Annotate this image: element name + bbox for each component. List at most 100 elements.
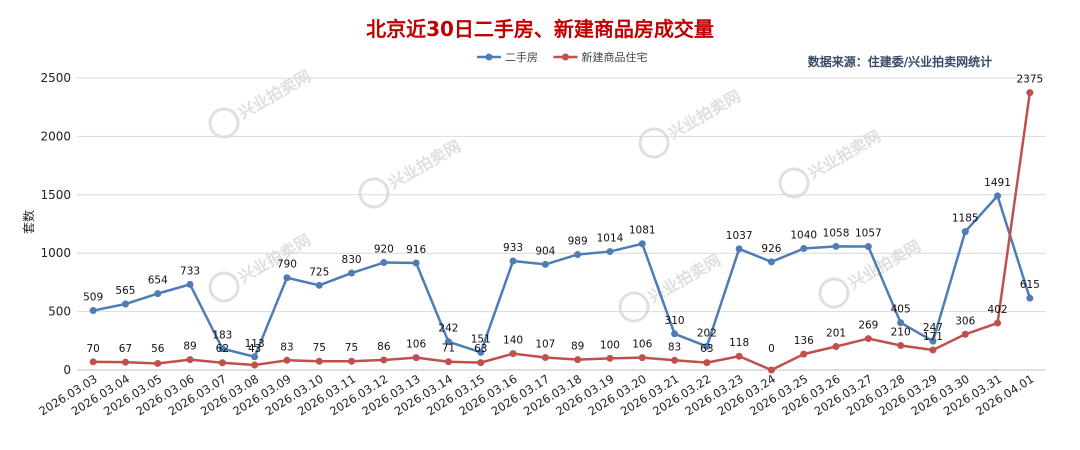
data-label: 1040 <box>790 230 817 242</box>
data-point <box>218 359 226 367</box>
data-point <box>412 259 420 267</box>
data-label: 242 <box>438 323 458 335</box>
data-label: 1037 <box>726 230 753 242</box>
watermark-logo <box>358 177 390 209</box>
data-point <box>444 338 452 346</box>
data-label: 989 <box>568 235 588 247</box>
legend-label: 新建商品住宅 <box>582 50 648 64</box>
data-point <box>218 345 226 353</box>
data-point <box>509 257 517 265</box>
data-label: 0 <box>768 343 775 355</box>
data-label: 210 <box>891 326 911 338</box>
y-tick-label: 2000 <box>40 129 71 143</box>
y-tick-label: 0 <box>63 363 71 377</box>
y-tick-label: 1000 <box>40 246 71 260</box>
data-point <box>154 290 162 298</box>
data-point <box>703 342 711 350</box>
data-label: 654 <box>148 275 168 287</box>
data-label: 247 <box>923 322 943 334</box>
data-label: 67 <box>119 343 132 355</box>
data-point <box>767 258 775 266</box>
data-point <box>89 307 97 315</box>
data-point <box>864 243 872 251</box>
data-label: 405 <box>891 304 911 316</box>
data-point <box>606 248 614 256</box>
y-axis-label: 套数 <box>21 210 36 234</box>
data-label: 83 <box>280 341 293 353</box>
data-label: 151 <box>471 333 491 345</box>
data-point <box>186 280 194 288</box>
data-point <box>251 353 259 361</box>
data-label: 725 <box>309 266 329 278</box>
data-label: 86 <box>377 341 391 353</box>
data-point <box>929 346 937 354</box>
data-label: 83 <box>668 341 681 353</box>
y-axis-ticks: 0 500 1000 1500 2000 2500 <box>40 71 71 377</box>
data-point <box>735 245 743 253</box>
data-point <box>638 354 646 362</box>
data-point <box>154 359 162 367</box>
legend-label: 二手房 <box>505 50 538 64</box>
data-point <box>671 330 679 338</box>
data-point <box>671 356 679 364</box>
data-point <box>283 356 291 364</box>
data-point <box>444 358 452 366</box>
data-point <box>541 260 549 268</box>
data-point <box>574 356 582 364</box>
data-point <box>574 250 582 258</box>
data-label: 509 <box>83 292 103 304</box>
data-label: 269 <box>858 320 878 332</box>
legend[interactable]: 二手房 新建商品住宅 <box>477 50 648 64</box>
data-label: 43 <box>248 343 261 355</box>
data-label: 733 <box>180 265 200 277</box>
data-point <box>283 274 291 282</box>
series-line <box>93 92 1032 372</box>
y-tick-label: 500 <box>48 305 71 319</box>
data-label: 1185 <box>952 213 979 225</box>
data-point <box>186 356 194 364</box>
series-layer <box>89 89 1034 374</box>
data-point <box>348 269 356 277</box>
data-point <box>994 319 1002 327</box>
data-label: 2375 <box>1016 74 1043 86</box>
data-point <box>800 350 808 358</box>
data-label: 62 <box>216 343 229 355</box>
data-label: 89 <box>183 341 196 353</box>
watermark: 兴业拍卖网 <box>638 86 744 159</box>
data-label: 916 <box>406 244 426 256</box>
watermark-logo <box>208 107 240 139</box>
x-axis-ticks: 2026.03.032026.03.042026.03.052026.03.06… <box>36 372 1036 419</box>
data-point <box>477 359 485 367</box>
data-label: 100 <box>600 339 620 351</box>
data-point <box>541 354 549 362</box>
data-label: 183 <box>212 330 232 342</box>
data-point <box>380 259 388 267</box>
data-label: 1081 <box>629 225 656 237</box>
watermark: 兴业拍卖网 <box>358 136 464 209</box>
chart-title: 北京近30日二手房、新建商品房成交量 <box>366 17 714 41</box>
data-point <box>606 354 614 362</box>
data-point <box>638 240 646 248</box>
data-label: 106 <box>406 339 426 351</box>
data-label: 402 <box>988 304 1008 316</box>
data-point <box>961 228 969 236</box>
data-label: 306 <box>955 315 975 327</box>
legend-item[interactable]: 新建商品住宅 <box>553 50 648 64</box>
data-point <box>832 343 840 351</box>
watermark: 兴业拍卖网 <box>208 230 314 303</box>
watermark-text: 兴业拍卖网 <box>235 66 314 122</box>
source-note: 数据来源：住建委/兴业拍卖网统计 <box>808 54 992 69</box>
data-point <box>864 335 872 343</box>
watermark-text: 兴业拍卖网 <box>235 230 314 286</box>
watermark-text: 兴业拍卖网 <box>385 136 464 192</box>
watermark-logo <box>618 291 650 323</box>
legend-item[interactable]: 二手房 <box>477 50 538 64</box>
data-label: 565 <box>115 285 135 297</box>
series-line <box>92 194 1032 359</box>
data-label: 1058 <box>823 227 850 239</box>
data-label: 63 <box>474 343 487 355</box>
data-label: 1014 <box>597 233 624 245</box>
data-label: 75 <box>313 342 326 354</box>
data-label: 118 <box>729 337 749 349</box>
